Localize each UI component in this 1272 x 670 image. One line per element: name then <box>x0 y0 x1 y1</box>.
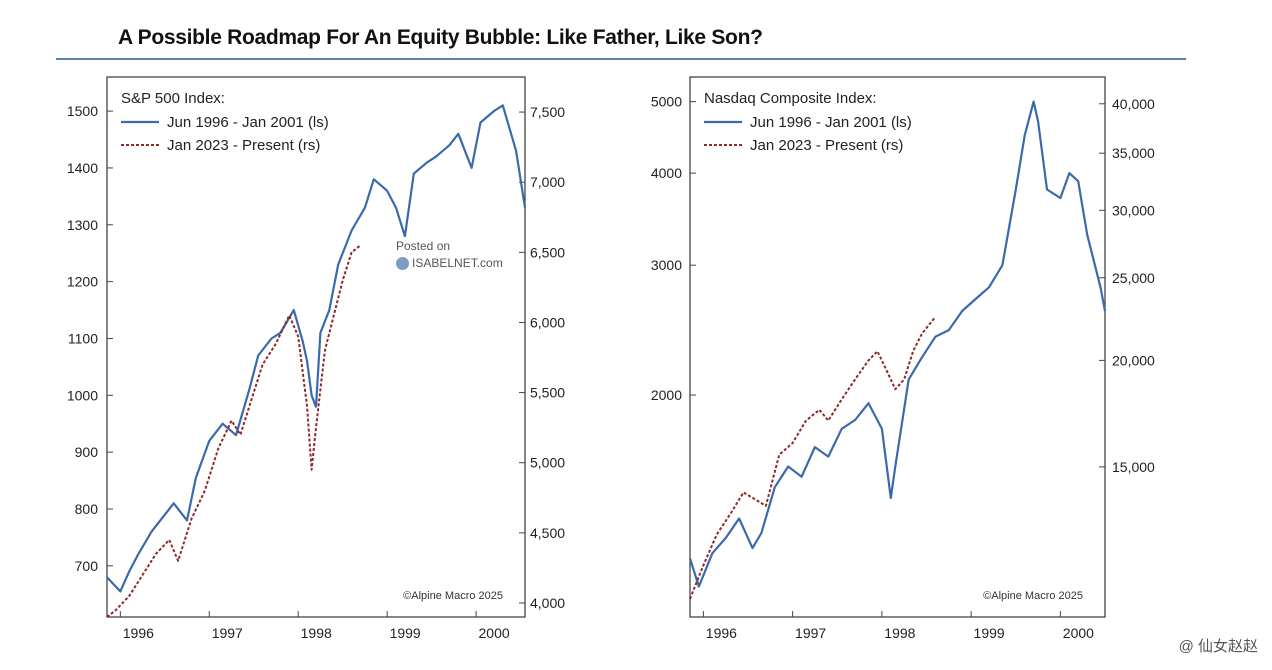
ndx-legend-title: Nasdaq Composite Index: <box>704 90 877 107</box>
spx-left-tick-label: 1000 <box>67 387 98 403</box>
ndx-x-tick-label: 1999 <box>974 625 1005 641</box>
spx-legend-dashed-label: Jan 2023 - Present (rs) <box>167 137 320 154</box>
spx-x-tick-label: 1997 <box>212 625 243 641</box>
spx-right-tick-label: 6,500 <box>530 244 565 260</box>
ndx-right-tick-label: 20,000 <box>1112 352 1155 368</box>
spx-series-1996-2001 <box>106 104 527 593</box>
ndx-right-tick-label: 40,000 <box>1112 96 1155 112</box>
spx-plot-frame <box>106 76 526 618</box>
watermark-line2: ISABELNET.com <box>412 256 503 270</box>
ndx-legend-solid-label: Jun 1996 - Jan 2001 (ls) <box>750 114 912 131</box>
ndx-right-tick-label: 30,000 <box>1112 202 1155 218</box>
ndx-x-tick-label: 1997 <box>795 625 826 641</box>
spx-right-tick-label: 4,000 <box>530 595 565 611</box>
corner-watermark: @ 仙女赵赵 <box>1178 638 1258 655</box>
spx-x-tick-label: 1999 <box>390 625 421 641</box>
spx-left-tick-label: 700 <box>75 558 99 574</box>
ndx-plot-frame <box>689 76 1106 618</box>
spx-left-tick-label: 900 <box>75 444 99 460</box>
spx-right-tick-label: 4,500 <box>530 525 565 541</box>
page-title: A Possible Roadmap For An Equity Bubble:… <box>118 26 763 49</box>
ndx-right-tick-label: 15,000 <box>1112 459 1155 475</box>
spx-right-tick-label: 7,500 <box>530 104 565 120</box>
ndx-series-2023-present <box>689 316 937 600</box>
spx-x-tick-label: 1996 <box>123 625 154 641</box>
ndx-right-tick-label: 25,000 <box>1112 270 1155 286</box>
ndx-left-tick-label: 2000 <box>651 387 682 403</box>
spx-left-tick-label: 1200 <box>67 274 98 290</box>
spx-right-tick-label: 5,500 <box>530 385 565 401</box>
watermark-line1: Posted on <box>396 239 451 253</box>
spx-left-tick-label: 1300 <box>67 217 98 233</box>
ndx-credit: ©Alpine Macro 2025 <box>983 590 1083 602</box>
title-rule <box>56 58 1186 60</box>
ndx-left-tick-label: 3000 <box>651 257 682 273</box>
ndx-x-tick-label: 2000 <box>1063 625 1094 641</box>
ndx-x-tick-label: 1998 <box>884 625 915 641</box>
ndx-left-tick-label: 4000 <box>651 165 682 181</box>
ndx-legend-dashed-label: Jan 2023 - Present (rs) <box>750 137 903 154</box>
spx-legend-title: S&P 500 Index: <box>121 90 225 107</box>
spx-right-tick-label: 7,000 <box>530 174 565 190</box>
isabelnet-logo-icon <box>396 257 409 271</box>
spx-legend-solid-label: Jun 1996 - Jan 2001 (ls) <box>167 114 329 131</box>
spx-right-tick-label: 6,000 <box>530 314 565 330</box>
spx-left-tick-label: 1500 <box>67 103 98 119</box>
ndx-right-tick-label: 35,000 <box>1112 145 1155 161</box>
spx-left-tick-label: 1400 <box>67 160 98 176</box>
watermark: Posted on ISABELNET.com <box>396 238 503 272</box>
spx-left-tick-label: 800 <box>75 501 99 517</box>
ndx-series-1996-2001 <box>688 100 1107 588</box>
ndx-x-tick-label: 1996 <box>706 625 737 641</box>
spx-left-tick-label: 1100 <box>68 330 98 346</box>
ndx-left-tick-label: 5000 <box>651 94 682 110</box>
spx-credit: ©Alpine Macro 2025 <box>403 590 503 602</box>
spx-x-tick-label: 2000 <box>479 625 510 641</box>
spx-right-tick-label: 5,000 <box>530 455 565 471</box>
spx-x-tick-label: 1998 <box>301 625 332 641</box>
spx-series-2023-present <box>106 244 362 618</box>
